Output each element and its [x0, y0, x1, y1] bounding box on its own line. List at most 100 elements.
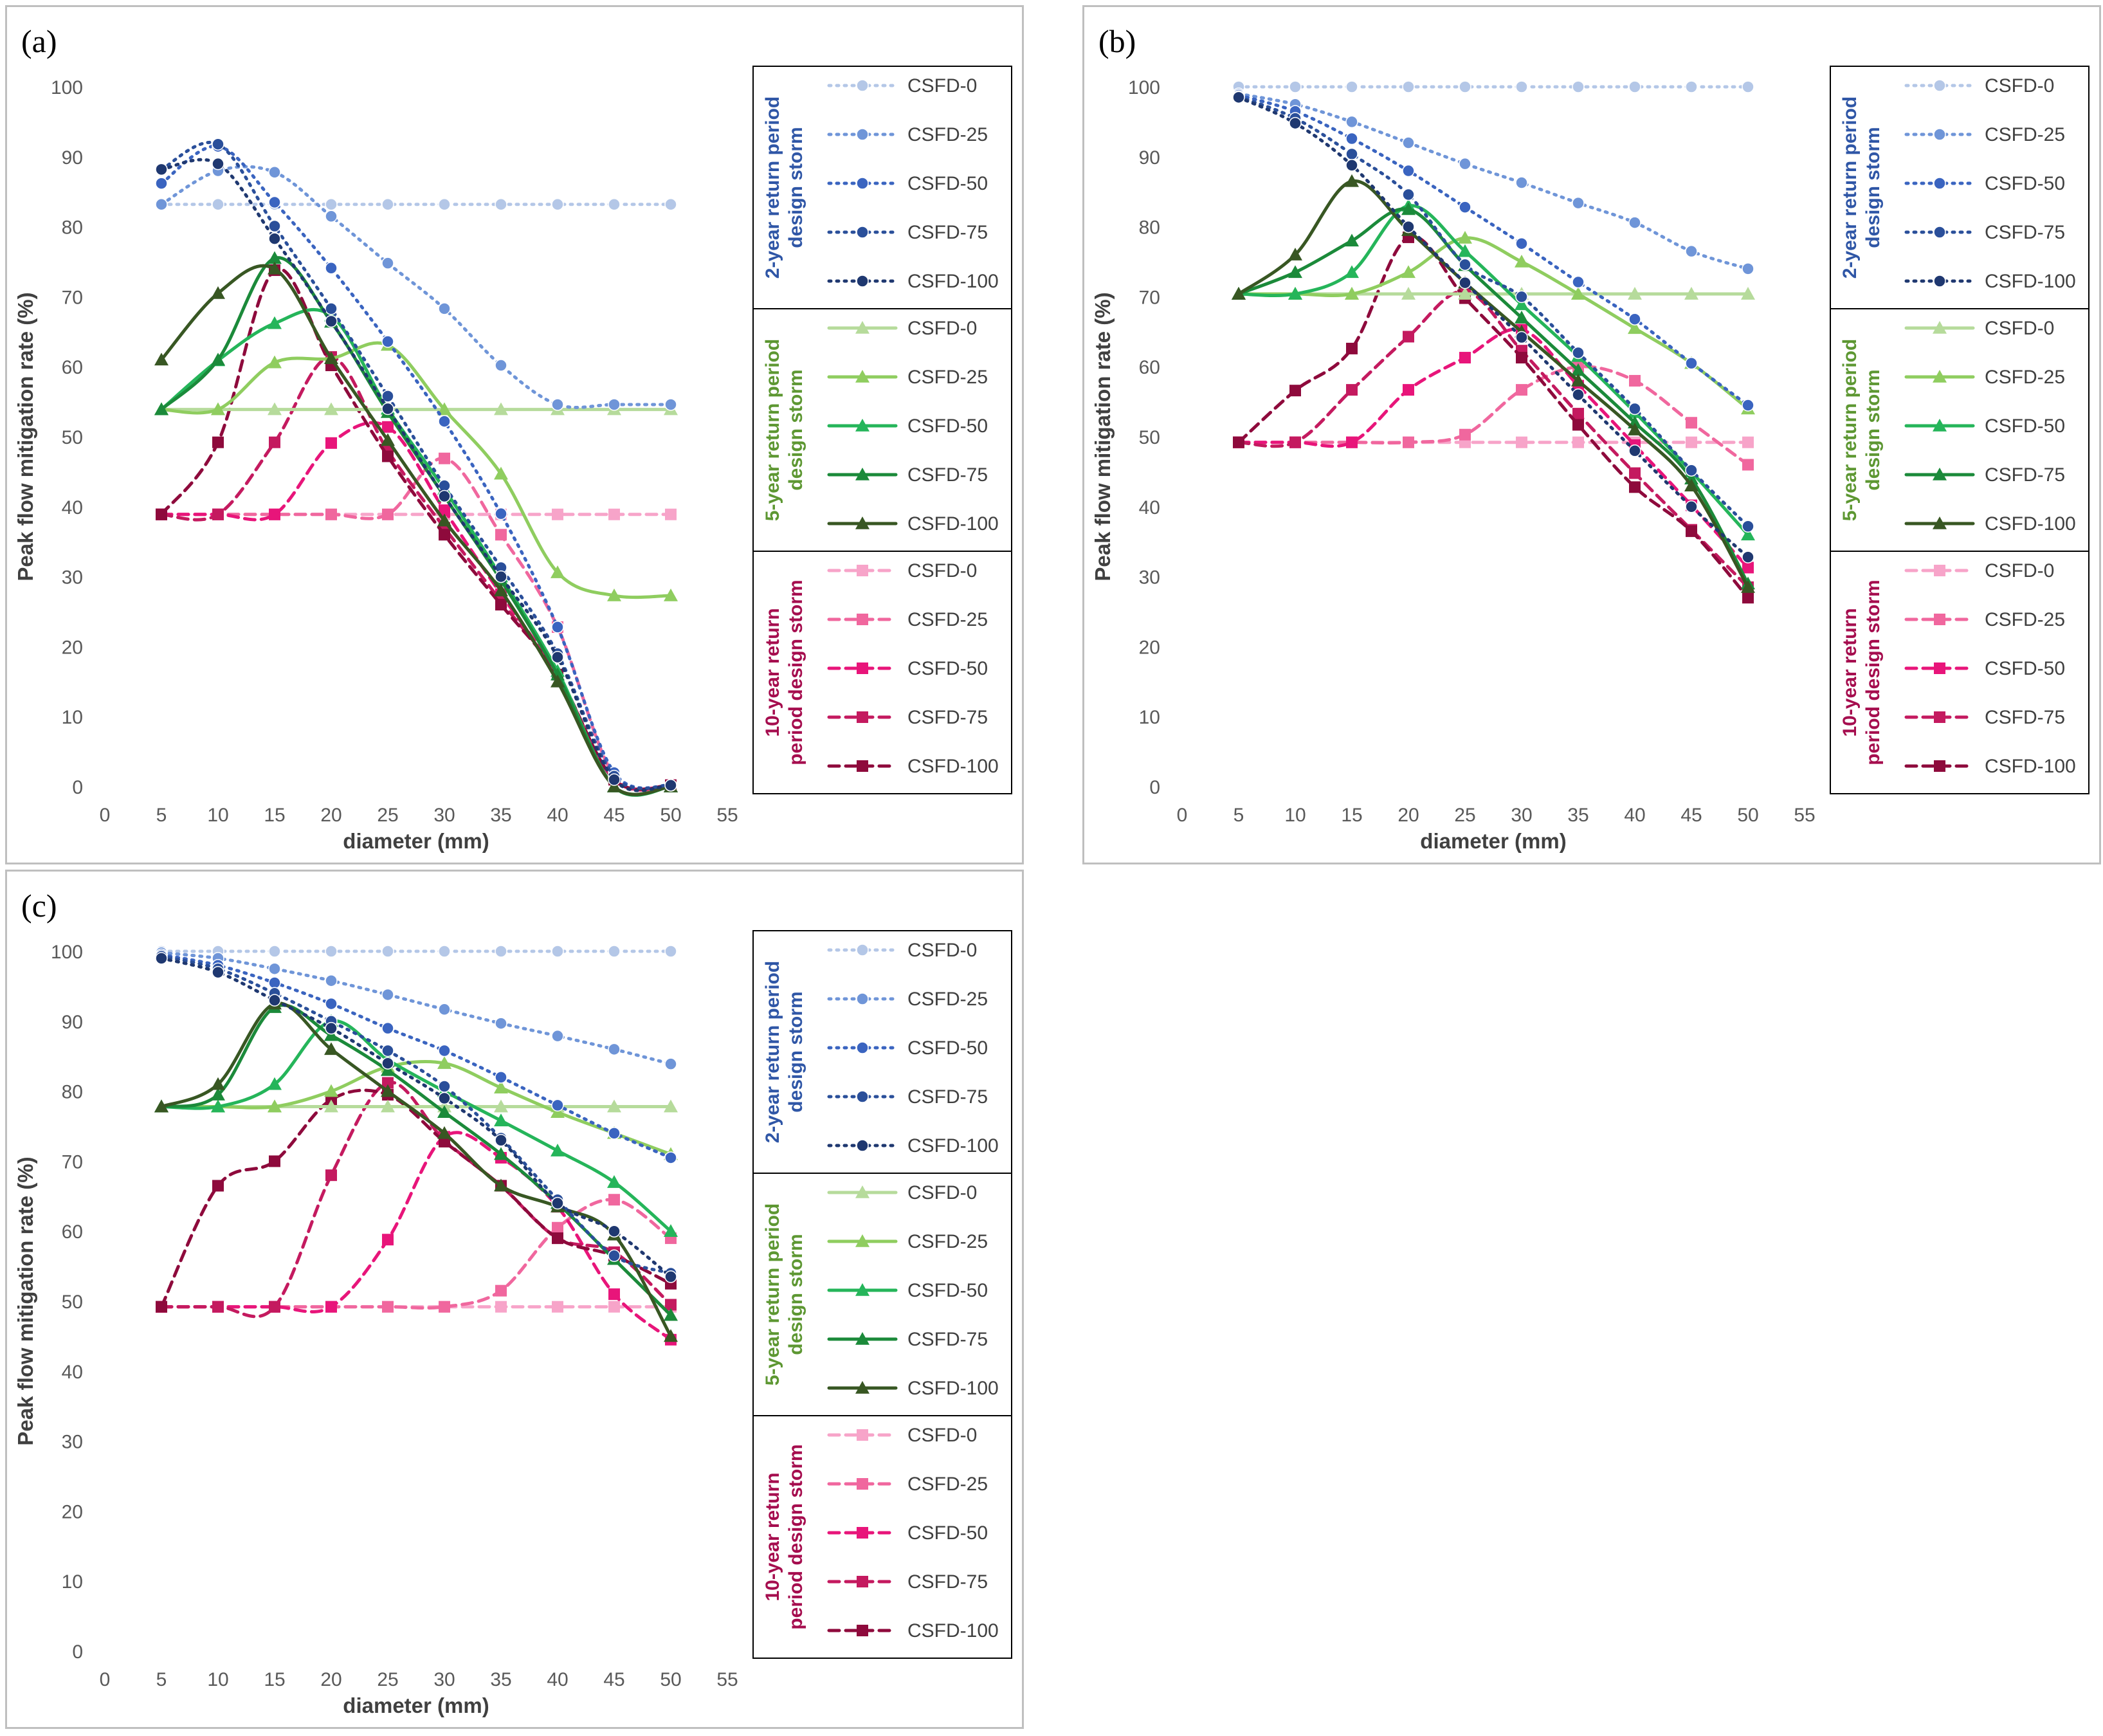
legend-label-b-1-0: CSFD-0 — [1985, 318, 2054, 339]
point-b-g1-s1-6 — [1571, 287, 1585, 300]
point-b-g1-s4-8 — [1684, 479, 1698, 491]
point-c-g1-s4-5 — [437, 1126, 451, 1139]
legend-marker-a-0-2 — [856, 177, 869, 190]
point-b-g0-s0-4 — [1459, 80, 1471, 93]
point-b-g0-s0-6 — [1572, 80, 1585, 93]
legend-group-title-line-c-0-0: 2-year return period — [762, 961, 783, 1143]
y-tick-c-20: 20 — [62, 1501, 83, 1522]
legend-label-c-1-0: CSFD-0 — [907, 1182, 977, 1203]
series-c-g1-s4 — [154, 996, 678, 1342]
point-a-g1-s3-2 — [268, 251, 282, 264]
series-b-g2-s4 — [1233, 231, 1754, 604]
point-a-g1-s3-1 — [211, 352, 225, 366]
point-b-g2-s2-3 — [1403, 384, 1414, 396]
y-tick-c-100: 100 — [51, 942, 83, 963]
legend-group-box-b-2 — [1830, 551, 2089, 794]
point-a-g2-s0-7 — [552, 508, 563, 520]
panel-label-b: (b) — [1098, 23, 1136, 59]
legend-label-a-1-0: CSFD-0 — [907, 318, 977, 339]
point-c-g2-s1-8 — [608, 1194, 620, 1206]
point-b-g0-s4-1 — [1289, 116, 1302, 130]
series-b-g2-s3 — [1233, 285, 1754, 593]
point-a-g0-s1-8 — [608, 398, 621, 411]
point-a-g0-s2-6 — [495, 507, 507, 520]
y-tick-b-20: 20 — [1139, 637, 1160, 658]
point-c-g1-s4-4 — [381, 1084, 395, 1097]
legend-label-c-0-1: CSFD-25 — [907, 989, 988, 1010]
point-c-g1-s4-0 — [154, 1099, 168, 1113]
point-b-g0-s3-9 — [1742, 520, 1754, 533]
point-c-g1-s4-6 — [494, 1178, 508, 1192]
legend-label-a-1-3: CSFD-75 — [907, 464, 988, 486]
legend-group-title-line-b-2-0: 10-year return — [1839, 608, 1861, 736]
point-a-g2-s0-8 — [608, 508, 620, 520]
y-tick-b-40: 40 — [1139, 497, 1160, 518]
legend-marker-c-2-1 — [857, 1478, 868, 1490]
legend-label-c-1-4: CSFD-100 — [907, 1378, 999, 1399]
point-a-g0-s1-2 — [268, 165, 281, 179]
y-tick-a-30: 30 — [62, 567, 83, 589]
point-c-g0-s1-6 — [495, 1017, 507, 1030]
legend-marker-a-1-0 — [855, 321, 869, 334]
legend-label-c-2-0: CSFD-0 — [907, 1425, 977, 1446]
point-c-g2-s3-1 — [212, 1301, 224, 1313]
legend-label-b-1-4: CSFD-100 — [1985, 513, 2076, 535]
point-c-g2-s4-7 — [552, 1232, 563, 1245]
point-c-g1-s2-6 — [494, 1113, 508, 1127]
point-c-g0-s1-9 — [664, 1057, 677, 1070]
point-c-g0-s0-3 — [325, 945, 338, 958]
point-a-g0-s1-3 — [325, 210, 338, 223]
point-a-g1-s1-1 — [211, 402, 225, 416]
x-axis-c: 0 5 10 15 20 25 30 35 40 45 50 55 — [100, 1669, 738, 1690]
legend-marker-a-1-4 — [855, 516, 869, 529]
y-tick-b-0: 0 — [1149, 777, 1160, 798]
legend-group-title-line-a-1-1: design storm — [785, 369, 806, 490]
legend-group-box-a-1 — [752, 308, 1012, 552]
series-line-c-g1-s1 — [159, 1059, 673, 1156]
point-a-g1-s4-8 — [607, 780, 621, 792]
legend-marker-c-0-3 — [856, 1090, 869, 1103]
series-c-g0-s2 — [155, 948, 677, 1164]
legend-label-a-2-2: CSFD-50 — [907, 658, 988, 679]
legend-b: 2-year return period design stormCSFD-0CS… — [1830, 66, 2089, 794]
y-tick-c-80: 80 — [62, 1082, 83, 1103]
point-c-g0-s0-2 — [268, 945, 281, 958]
point-b-g1-s4-6 — [1571, 373, 1585, 387]
legend-label-a-1-2: CSFD-50 — [907, 416, 988, 437]
point-b-g2-s3-1 — [1289, 436, 1301, 448]
legend-group-title-line-b-0-1: design storm — [1862, 127, 1884, 248]
panel-label-a: (a) — [21, 23, 57, 59]
point-b-g2-s3-3 — [1403, 331, 1414, 343]
point-c-g1-s0-3 — [324, 1099, 338, 1113]
x-tick-b-25: 25 — [1454, 805, 1475, 826]
x-tick-c-25: 25 — [377, 1669, 398, 1690]
point-a-g0-s0-4 — [381, 198, 394, 211]
legend-group-title-line-a-2-0: 10-year return — [762, 608, 783, 736]
y-tick-b-100: 100 — [1128, 77, 1160, 98]
legend-label-c-2-1: CSFD-25 — [907, 1474, 988, 1495]
series-line-b-g1-s1 — [1237, 236, 1750, 410]
legend-marker-c-0-2 — [856, 1041, 869, 1054]
series-line-a-g1-s4 — [159, 264, 673, 796]
point-b-g1-s4-1 — [1288, 248, 1302, 260]
legend-label-b-1-3: CSFD-75 — [1985, 464, 2065, 486]
point-b-g1-s3-1 — [1288, 265, 1302, 279]
point-c-g1-s3-3 — [324, 1028, 338, 1041]
legend-marker-b-0-0 — [1933, 79, 1946, 92]
point-b-g2-s3-6 — [1572, 408, 1584, 420]
point-b-g1-s1-3 — [1401, 265, 1416, 279]
point-c-g1-s1-6 — [494, 1081, 508, 1093]
x-tick-c-50: 50 — [660, 1669, 681, 1690]
legend-group-title-line-b-1-1: design storm — [1862, 369, 1884, 490]
legend-group-title-a-1: 5-year return period design storm — [762, 339, 806, 521]
x-tick-a-45: 45 — [603, 805, 624, 826]
point-a-g1-s4-4 — [381, 433, 395, 446]
series-a-g2-s3 — [156, 351, 677, 791]
legend-marker-c-1-0 — [855, 1185, 869, 1198]
legend-group-box-c-2 — [752, 1415, 1012, 1659]
x-tick-c-15: 15 — [264, 1669, 285, 1690]
legend-label-c-1-2: CSFD-50 — [907, 1280, 988, 1301]
point-c-g2-s3-9 — [665, 1299, 677, 1311]
x-tick-a-40: 40 — [547, 805, 568, 826]
point-a-g1-s1-7 — [551, 565, 565, 578]
